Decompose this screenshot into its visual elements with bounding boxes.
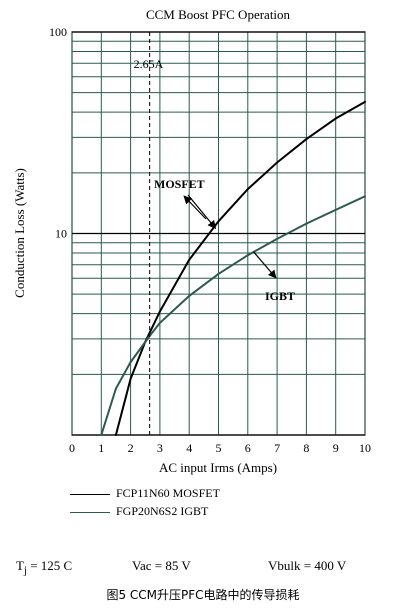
x-tick-label: 3 xyxy=(157,441,163,455)
condition-tj-value: = 125 C xyxy=(30,558,73,573)
chart-title: CCM Boost PFC Operation xyxy=(146,7,291,22)
data-point-mosfet xyxy=(158,310,161,313)
x-tick-label: 8 xyxy=(303,441,309,455)
x-tick-label: 10 xyxy=(359,441,371,455)
annotations: 2.65A MOSFET IGBT xyxy=(134,32,295,435)
data-point-igbt xyxy=(334,208,337,211)
grid xyxy=(71,31,366,436)
legend-label-mosfet: FCP11N60 MOSFET xyxy=(116,486,220,500)
x-tick-label: 2 xyxy=(128,441,134,455)
annotation-label: 2.65A xyxy=(134,57,164,71)
figure-caption: 图5 CCM升压PFC电路中的传导损耗 xyxy=(106,588,300,602)
x-axis-label: AC input Irms (Amps) xyxy=(159,460,277,475)
series-label-igbt: IGBT xyxy=(265,289,295,303)
series-line-mosfet xyxy=(114,101,366,436)
series-label-mosfet: MOSFET xyxy=(154,177,205,191)
chart: CCM Boost PFC Operation 0 1 2 3 4 5 6 7 8 9 10 10 10… xyxy=(12,7,371,475)
y-tick-label: 100 xyxy=(49,25,67,39)
data-point-igbt xyxy=(188,294,191,297)
data-point-igbt xyxy=(100,434,103,436)
series-arrow-igbt xyxy=(253,251,277,279)
data-point-mosfet xyxy=(305,138,308,141)
data-point-mosfet xyxy=(334,117,337,120)
data-point-igbt xyxy=(364,195,366,198)
series-arrow-mosfet-back xyxy=(183,195,207,220)
x-tick-label: 6 xyxy=(245,441,251,455)
condition-vbulk: Vbulk = 400 V xyxy=(268,558,347,573)
data-point-mosfet xyxy=(188,258,191,261)
condition-tj: Tj = 125 C xyxy=(16,558,73,577)
y-tick-label: 10 xyxy=(55,227,67,241)
data-point-mosfet xyxy=(364,100,366,103)
x-tick-label: 1 xyxy=(98,441,104,455)
x-tick-label: 0 xyxy=(69,441,75,455)
data-point-igbt xyxy=(246,254,249,257)
series-layer xyxy=(100,100,366,436)
data-point-igbt xyxy=(158,321,161,324)
legend-label-igbt: FGP20N6S2 IGBT xyxy=(116,504,209,518)
series-line-igbt xyxy=(100,195,366,436)
condition-vac: Vac = 85 V xyxy=(132,558,191,573)
data-point-igbt xyxy=(217,272,220,275)
data-point-mosfet xyxy=(217,220,220,223)
x-tick-label: 4 xyxy=(186,441,192,455)
data-point-mosfet xyxy=(246,188,249,191)
legend-swatch-igbt xyxy=(70,511,110,513)
series-arrow-mosfet xyxy=(187,194,217,230)
data-point-igbt xyxy=(114,387,117,390)
data-point-igbt xyxy=(129,361,132,364)
data-point-mosfet xyxy=(129,377,132,380)
legend-item-mosfet: FCP11N60 MOSFET xyxy=(70,486,220,501)
x-tick-label: 5 xyxy=(216,441,222,455)
legend-swatch-mosfet xyxy=(70,493,110,495)
x-tick-label: 7 xyxy=(274,441,280,455)
data-point-mosfet xyxy=(276,161,279,164)
x-tick-label: 9 xyxy=(333,441,339,455)
y-axis-label: Conduction Loss (Watts) xyxy=(12,168,27,298)
axis-ticks: 0 1 2 3 4 5 6 7 8 9 10 10 100 xyxy=(49,25,371,455)
data-point-igbt xyxy=(305,222,308,225)
data-point-mosfet xyxy=(114,434,117,436)
data-point-igbt xyxy=(276,237,279,240)
legend-item-igbt: FGP20N6S2 IGBT xyxy=(70,504,208,519)
